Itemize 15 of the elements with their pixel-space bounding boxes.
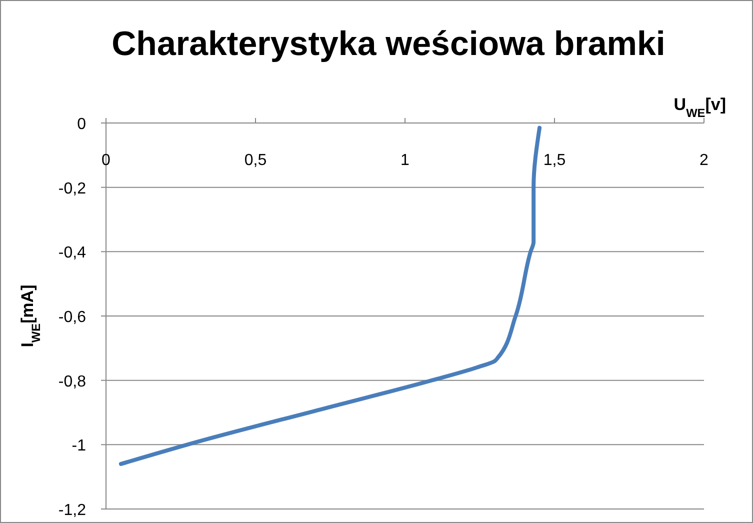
- y-tick-label: -0,8: [58, 373, 86, 390]
- x-tick-label: 1,5: [543, 152, 566, 169]
- line-series: [118, 126, 542, 466]
- x-axis-title: U$_{WE}$[v]: [674, 95, 726, 120]
- x-tick-label: 0: [102, 152, 111, 169]
- y-tick-label: -0,2: [58, 180, 86, 198]
- y-tick-label: -0,6: [58, 309, 86, 326]
- y-tick-label: -1: [72, 438, 86, 455]
- y-tick-label: -0,4: [58, 244, 86, 262]
- y-tick-label: 0: [77, 116, 86, 133]
- x-tick-label: 0,5: [244, 152, 267, 169]
- y-tick-label: -1,2: [58, 502, 86, 519]
- chart-title: Charakterystyka weściowa bramki: [112, 25, 666, 63]
- x-tick-label: 2: [700, 152, 709, 169]
- x-tick-label: 1: [400, 152, 410, 169]
